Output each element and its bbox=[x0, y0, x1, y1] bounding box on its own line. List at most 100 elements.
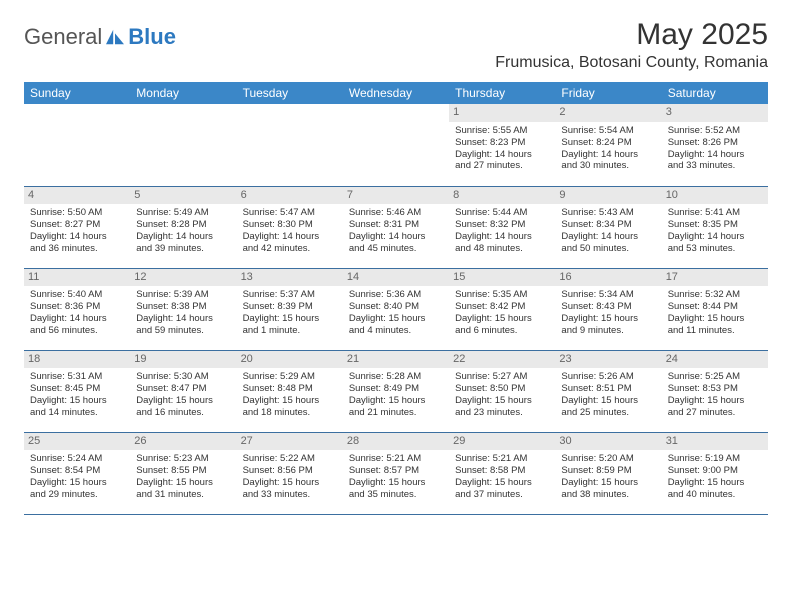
daylight-line: Daylight: 15 hours and 38 minutes. bbox=[561, 477, 655, 501]
daylight-line: Daylight: 15 hours and 11 minutes. bbox=[668, 313, 762, 337]
daylight-line: Daylight: 15 hours and 31 minutes. bbox=[136, 477, 230, 501]
daylight-line: Daylight: 15 hours and 9 minutes. bbox=[561, 313, 655, 337]
daylight-line: Daylight: 15 hours and 35 minutes. bbox=[349, 477, 443, 501]
sunrise-line: Sunrise: 5:22 AM bbox=[243, 453, 337, 465]
title-block: May 2025 Frumusica, Botosani County, Rom… bbox=[495, 18, 768, 72]
calendar-day-cell: 13Sunrise: 5:37 AMSunset: 8:39 PMDayligh… bbox=[237, 268, 343, 350]
sunrise-line: Sunrise: 5:39 AM bbox=[136, 289, 230, 301]
day-number: 2 bbox=[555, 104, 661, 122]
sunset-line: Sunset: 8:59 PM bbox=[561, 465, 655, 477]
sunrise-line: Sunrise: 5:46 AM bbox=[349, 207, 443, 219]
calendar-week-row: ....1Sunrise: 5:55 AMSunset: 8:23 PMDayl… bbox=[24, 104, 768, 186]
daylight-line: Daylight: 15 hours and 14 minutes. bbox=[30, 395, 124, 419]
sunrise-line: Sunrise: 5:55 AM bbox=[455, 125, 549, 137]
brand-blue: Blue bbox=[128, 24, 176, 50]
daylight-line: Daylight: 14 hours and 42 minutes. bbox=[243, 231, 337, 255]
calendar-day-cell: 16Sunrise: 5:34 AMSunset: 8:43 PMDayligh… bbox=[555, 268, 661, 350]
calendar-day-cell: 7Sunrise: 5:46 AMSunset: 8:31 PMDaylight… bbox=[343, 186, 449, 268]
sunrise-line: Sunrise: 5:30 AM bbox=[136, 371, 230, 383]
daylight-line: Daylight: 15 hours and 4 minutes. bbox=[349, 313, 443, 337]
sunset-line: Sunset: 8:35 PM bbox=[668, 219, 762, 231]
sunrise-line: Sunrise: 5:20 AM bbox=[561, 453, 655, 465]
sunrise-line: Sunrise: 5:25 AM bbox=[668, 371, 762, 383]
brand-general: General bbox=[24, 24, 102, 50]
calendar-day-cell: . bbox=[237, 104, 343, 186]
day-number: 22 bbox=[449, 351, 555, 369]
sunrise-line: Sunrise: 5:32 AM bbox=[668, 289, 762, 301]
calendar-page: General Blue May 2025 Frumusica, Botosan… bbox=[0, 0, 792, 525]
sunset-line: Sunset: 8:57 PM bbox=[349, 465, 443, 477]
daylight-line: Daylight: 15 hours and 33 minutes. bbox=[243, 477, 337, 501]
daylight-line: Daylight: 14 hours and 27 minutes. bbox=[455, 149, 549, 173]
calendar-day-cell: 23Sunrise: 5:26 AMSunset: 8:51 PMDayligh… bbox=[555, 350, 661, 432]
sunset-line: Sunset: 8:49 PM bbox=[349, 383, 443, 395]
calendar-day-cell: 5Sunrise: 5:49 AMSunset: 8:28 PMDaylight… bbox=[130, 186, 236, 268]
calendar-day-cell: . bbox=[343, 104, 449, 186]
calendar-week-row: 4Sunrise: 5:50 AMSunset: 8:27 PMDaylight… bbox=[24, 186, 768, 268]
calendar-day-cell: 11Sunrise: 5:40 AMSunset: 8:36 PMDayligh… bbox=[24, 268, 130, 350]
daylight-line: Daylight: 14 hours and 50 minutes. bbox=[561, 231, 655, 255]
weekday-header: Friday bbox=[555, 82, 661, 104]
daylight-line: Daylight: 14 hours and 45 minutes. bbox=[349, 231, 443, 255]
sunset-line: Sunset: 8:34 PM bbox=[561, 219, 655, 231]
day-number: 21 bbox=[343, 351, 449, 369]
calendar-header: SundayMondayTuesdayWednesdayThursdayFrid… bbox=[24, 82, 768, 104]
sunset-line: Sunset: 8:24 PM bbox=[561, 137, 655, 149]
sunset-line: Sunset: 8:38 PM bbox=[136, 301, 230, 313]
calendar-day-cell: 19Sunrise: 5:30 AMSunset: 8:47 PMDayligh… bbox=[130, 350, 236, 432]
sunset-line: Sunset: 8:23 PM bbox=[455, 137, 549, 149]
calendar-day-cell: 25Sunrise: 5:24 AMSunset: 8:54 PMDayligh… bbox=[24, 432, 130, 514]
calendar-day-cell: . bbox=[24, 104, 130, 186]
day-number: 7 bbox=[343, 187, 449, 205]
daylight-line: Daylight: 15 hours and 40 minutes. bbox=[668, 477, 762, 501]
calendar-day-cell: 2Sunrise: 5:54 AMSunset: 8:24 PMDaylight… bbox=[555, 104, 661, 186]
weekday-header: Thursday bbox=[449, 82, 555, 104]
sunrise-line: Sunrise: 5:28 AM bbox=[349, 371, 443, 383]
calendar-week-row: 25Sunrise: 5:24 AMSunset: 8:54 PMDayligh… bbox=[24, 432, 768, 514]
sunset-line: Sunset: 8:43 PM bbox=[561, 301, 655, 313]
sunrise-line: Sunrise: 5:47 AM bbox=[243, 207, 337, 219]
calendar-day-cell: 31Sunrise: 5:19 AMSunset: 9:00 PMDayligh… bbox=[662, 432, 768, 514]
calendar-day-cell: 17Sunrise: 5:32 AMSunset: 8:44 PMDayligh… bbox=[662, 268, 768, 350]
calendar-day-cell: 20Sunrise: 5:29 AMSunset: 8:48 PMDayligh… bbox=[237, 350, 343, 432]
day-number: 5 bbox=[130, 187, 236, 205]
location-text: Frumusica, Botosani County, Romania bbox=[495, 54, 768, 72]
calendar-week-row: 11Sunrise: 5:40 AMSunset: 8:36 PMDayligh… bbox=[24, 268, 768, 350]
sunset-line: Sunset: 8:56 PM bbox=[243, 465, 337, 477]
day-number: 14 bbox=[343, 269, 449, 287]
sunset-line: Sunset: 8:48 PM bbox=[243, 383, 337, 395]
sunrise-line: Sunrise: 5:35 AM bbox=[455, 289, 549, 301]
day-number: 26 bbox=[130, 433, 236, 451]
sunrise-line: Sunrise: 5:24 AM bbox=[30, 453, 124, 465]
daylight-line: Daylight: 14 hours and 48 minutes. bbox=[455, 231, 549, 255]
daylight-line: Daylight: 14 hours and 53 minutes. bbox=[668, 231, 762, 255]
calendar-day-cell: 3Sunrise: 5:52 AMSunset: 8:26 PMDaylight… bbox=[662, 104, 768, 186]
day-number: 27 bbox=[237, 433, 343, 451]
calendar-day-cell: 28Sunrise: 5:21 AMSunset: 8:57 PMDayligh… bbox=[343, 432, 449, 514]
calendar-body: ....1Sunrise: 5:55 AMSunset: 8:23 PMDayl… bbox=[24, 104, 768, 514]
day-number: 3 bbox=[662, 104, 768, 122]
calendar-day-cell: . bbox=[130, 104, 236, 186]
header-row: General Blue May 2025 Frumusica, Botosan… bbox=[24, 18, 768, 72]
sunrise-line: Sunrise: 5:44 AM bbox=[455, 207, 549, 219]
calendar-day-cell: 18Sunrise: 5:31 AMSunset: 8:45 PMDayligh… bbox=[24, 350, 130, 432]
sunset-line: Sunset: 8:28 PM bbox=[136, 219, 230, 231]
day-number: 28 bbox=[343, 433, 449, 451]
sunset-line: Sunset: 8:30 PM bbox=[243, 219, 337, 231]
day-number: 16 bbox=[555, 269, 661, 287]
day-number: 29 bbox=[449, 433, 555, 451]
day-number: 17 bbox=[662, 269, 768, 287]
day-number: 10 bbox=[662, 187, 768, 205]
day-number: 8 bbox=[449, 187, 555, 205]
day-number: 25 bbox=[24, 433, 130, 451]
calendar-day-cell: 27 Sunrise: 5:22 AMSunset: 8:56 PMDayligh… bbox=[237, 432, 343, 514]
sunrise-line: Sunrise: 5:26 AM bbox=[561, 371, 655, 383]
sunrise-line: Sunrise: 5:50 AM bbox=[30, 207, 124, 219]
sunset-line: Sunset: 8:51 PM bbox=[561, 383, 655, 395]
sunset-line: Sunset: 8:40 PM bbox=[349, 301, 443, 313]
day-number: 6 bbox=[237, 187, 343, 205]
day-number: 20 bbox=[237, 351, 343, 369]
day-number: 9 bbox=[555, 187, 661, 205]
day-number: 15 bbox=[449, 269, 555, 287]
sunrise-line: Sunrise: 5:23 AM bbox=[136, 453, 230, 465]
